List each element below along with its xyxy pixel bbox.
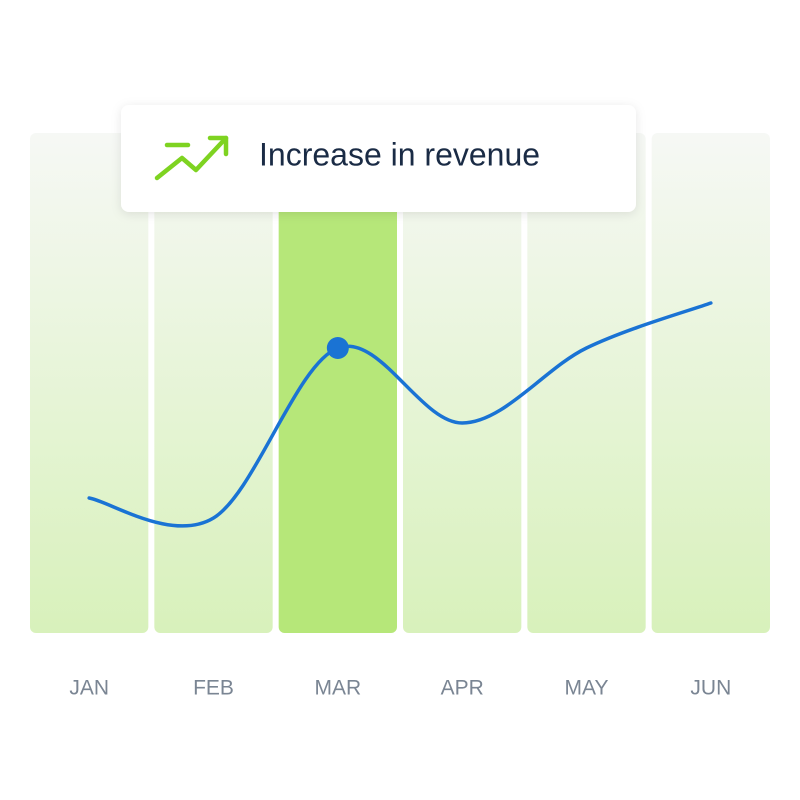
trend-icon bbox=[154, 135, 229, 181]
bands bbox=[30, 133, 770, 633]
x-tick-label: MAR bbox=[314, 677, 361, 700]
column-band bbox=[278, 133, 397, 633]
column-band bbox=[527, 133, 646, 633]
x-tick-label: FEB bbox=[193, 677, 234, 700]
x-tick-label: JUN bbox=[690, 677, 731, 700]
highlight-point bbox=[326, 337, 349, 359]
x-tick-label: MAY bbox=[565, 677, 609, 700]
column-band bbox=[651, 133, 770, 633]
x-tick-label: JAN bbox=[69, 677, 109, 700]
x-tick-label: APR bbox=[441, 677, 484, 700]
line bbox=[87, 301, 713, 528]
callout: Increase in revenue bbox=[121, 105, 636, 212]
column-band bbox=[403, 133, 522, 633]
column-band bbox=[154, 133, 273, 633]
line-layer bbox=[87, 301, 713, 528]
callout-box bbox=[121, 105, 636, 212]
callout-text: Increase in revenue bbox=[259, 136, 540, 172]
